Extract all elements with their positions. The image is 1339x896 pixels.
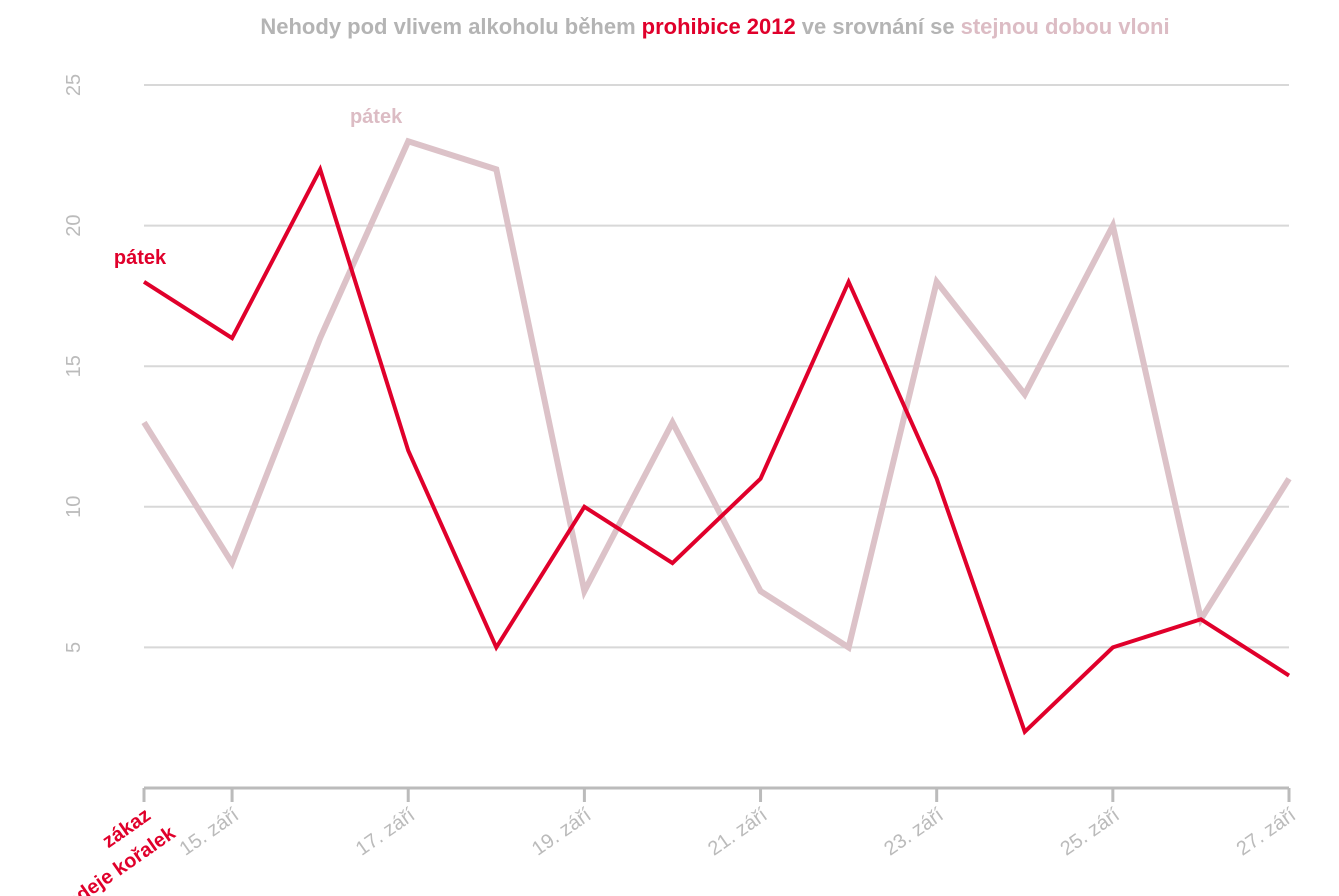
x-tick-label: 23. září bbox=[880, 804, 948, 861]
x-tick-label: 17. září bbox=[352, 804, 420, 861]
x-tick-label: 25. září bbox=[1056, 804, 1124, 861]
title-part: stejnou dobou vloni bbox=[960, 14, 1170, 39]
annotation: pátek bbox=[114, 247, 167, 269]
annotation: pátek bbox=[350, 106, 403, 128]
y-tick-label: 20 bbox=[63, 214, 85, 236]
title-part: prohibice 2012 bbox=[641, 14, 796, 39]
y-tick-label: 10 bbox=[63, 496, 85, 518]
x-tick-label: 21. září bbox=[704, 804, 772, 861]
x-tick-label: 19. září bbox=[528, 804, 596, 861]
x-tick-label: 27. září bbox=[1233, 804, 1301, 861]
series-line bbox=[142, 164, 1291, 736]
y-tick-label: 15 bbox=[63, 355, 85, 377]
series-line bbox=[141, 137, 1292, 653]
chart-title: Nehody pod vlivem alkoholu během prohibic… bbox=[0, 14, 1339, 40]
title-part: Nehody pod vlivem alkoholu během bbox=[260, 14, 636, 39]
x-tick-label: 15. září bbox=[176, 804, 244, 861]
y-tick-label: 25 bbox=[63, 74, 85, 96]
y-tick-label: 5 bbox=[63, 642, 85, 653]
title-part: ve srovnání se bbox=[801, 14, 955, 39]
